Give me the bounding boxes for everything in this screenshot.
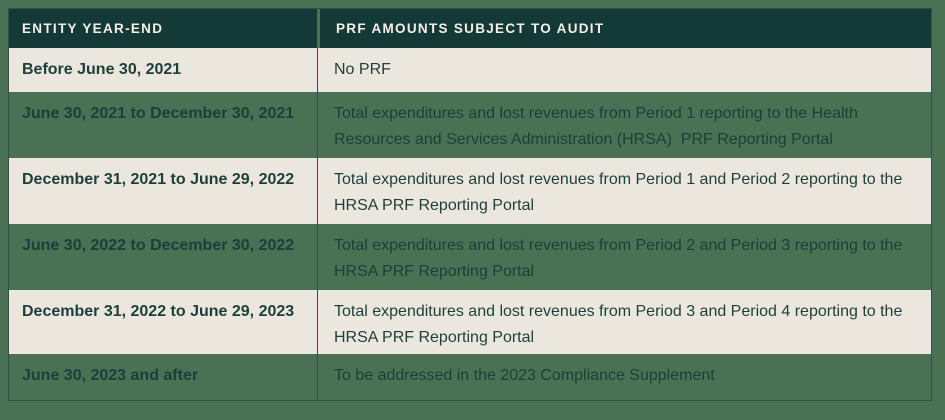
entity-year-end-cell: Before June 30, 2021: [9, 47, 317, 92]
entity-year-end-cell: June 30, 2023 and after: [9, 354, 317, 401]
prf-audit-amount-cell: Total expenditures and lost revenues fro…: [317, 289, 931, 355]
table-header-row: ENTITY YEAR-END PRF AMOUNTS SUBJECT TO A…: [9, 9, 931, 48]
table-row: December 31, 2022 to June 29, 2023 Total…: [9, 289, 931, 355]
prf-audit-amount-cell: To be addressed in the 2023 Compliance S…: [317, 354, 931, 401]
prf-audit-table: ENTITY YEAR-END PRF AMOUNTS SUBJECT TO A…: [8, 8, 932, 401]
table-row: June 30, 2022 to December 30, 2022 Total…: [9, 223, 931, 290]
prf-audit-amount-cell: Total expenditures and lost revenues fro…: [317, 223, 931, 290]
table-row: Before June 30, 2021 No PRF: [9, 47, 931, 92]
entity-year-end-cell: December 31, 2022 to June 29, 2023: [9, 289, 317, 355]
table-row: June 30, 2023 and after To be addressed …: [9, 354, 931, 401]
prf-audit-amount-cell: Total expenditures and lost revenues fro…: [317, 158, 931, 224]
entity-year-end-cell: June 30, 2022 to December 30, 2022: [9, 223, 317, 290]
entity-year-end-cell: June 30, 2021 to December 30, 2021: [9, 91, 317, 159]
table-row: December 31, 2021 to June 29, 2022 Total…: [9, 158, 931, 224]
entity-year-end-cell: December 31, 2021 to June 29, 2022: [9, 158, 317, 224]
prf-audit-amount-cell: No PRF: [317, 47, 931, 92]
column-header-entity-year-end: ENTITY YEAR-END: [9, 9, 317, 48]
column-header-prf-amounts-subject-to-audit: PRF AMOUNTS SUBJECT TO AUDIT: [317, 9, 931, 48]
prf-audit-amount-cell: Total expenditures and lost revenues fro…: [317, 91, 931, 159]
table-row: June 30, 2021 to December 30, 2021 Total…: [9, 91, 931, 159]
